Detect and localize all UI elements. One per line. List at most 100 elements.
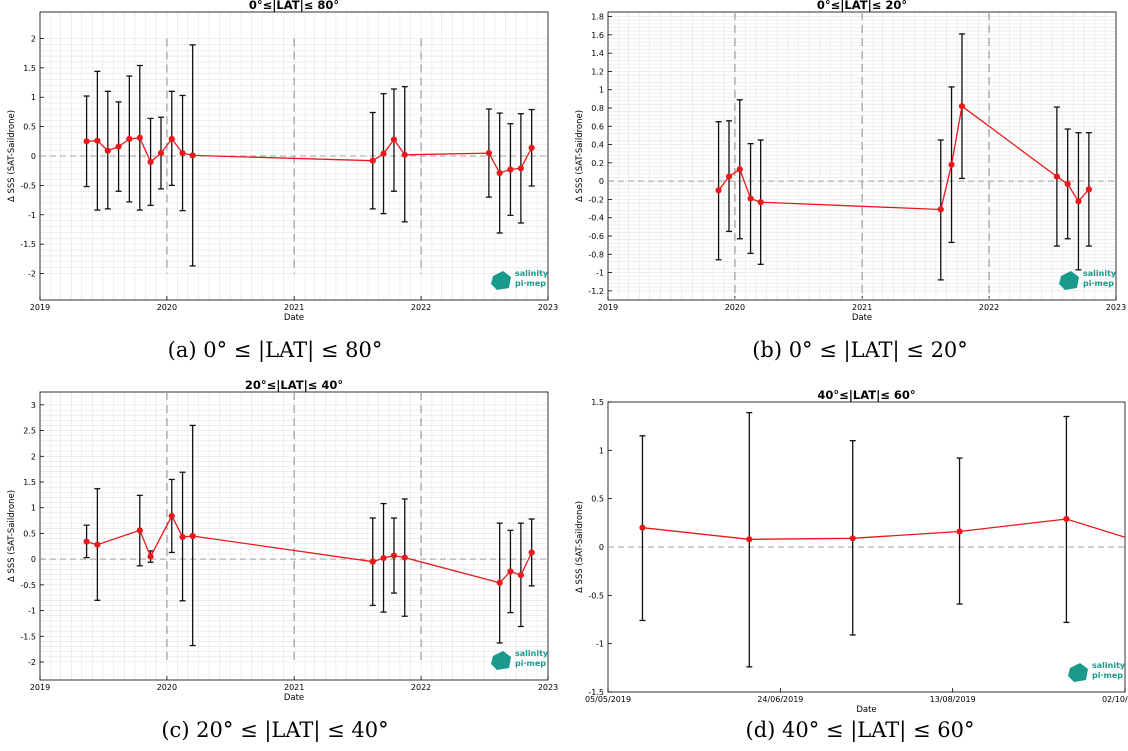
data-point <box>937 206 944 213</box>
y-tick-label: -0.4 <box>588 214 604 223</box>
x-tick-label: 2022 <box>979 303 999 312</box>
y-tick-label: 0.2 <box>591 159 604 168</box>
y-axis-label: Δ SSS (SAT-Saildrone) <box>7 110 17 202</box>
x-tick-label: 2022 <box>411 303 431 312</box>
data-point <box>83 138 90 145</box>
data-point <box>725 173 733 180</box>
y-tick-label: -0.2 <box>588 195 604 204</box>
y-tick-label: 1.5 <box>23 64 36 73</box>
logo-text-line2: pi·mep <box>515 659 546 668</box>
logo-text-line2: pi·mep <box>515 279 546 288</box>
data-point <box>507 166 514 173</box>
y-tick-label: -0.5 <box>588 591 604 600</box>
data-point <box>126 135 133 143</box>
data-point <box>747 195 754 202</box>
logo-icon <box>491 271 511 290</box>
y-tick-label: 1.2 <box>591 67 604 76</box>
y-tick-label: 1.5 <box>591 398 604 407</box>
x-tick-label: 05/05/2019 <box>585 695 631 704</box>
x-tick-label: 2023 <box>538 303 558 312</box>
data-point <box>517 165 524 172</box>
data-point <box>136 527 143 534</box>
data-point <box>401 151 408 158</box>
x-tick-label: 2019 <box>598 303 618 312</box>
chart-panel-b: 0°≤|LAT|≤ 20° -1.2 -1 -0.8 -0.6 -0.4 -0.2 0 0.2 0… <box>568 0 1128 330</box>
y-tick-label: 1.8 <box>591 13 604 22</box>
y-tick-label: 0.5 <box>23 529 36 538</box>
series-line <box>642 518 1126 540</box>
y-tick-label: -0.8 <box>588 250 604 259</box>
x-axis-label: Date <box>284 313 304 323</box>
y-tick-label: 0.6 <box>591 122 604 131</box>
data-point <box>507 568 514 575</box>
data-point <box>189 532 196 540</box>
y-tick-label: 3 <box>31 401 36 410</box>
y-tick-label: 2 <box>31 452 36 461</box>
y-tick-label: 1.6 <box>591 31 604 40</box>
x-tick-label: 2023 <box>1106 303 1126 312</box>
y-tick-label: 0 <box>599 543 604 552</box>
data-point <box>147 553 154 560</box>
data-point <box>496 169 503 177</box>
logo-text-line2: pi·mep <box>1092 671 1123 680</box>
y-tick-label: -1.2 <box>588 287 604 296</box>
logo-icon <box>1068 663 1088 682</box>
y-tick-label: 0 <box>31 555 36 564</box>
data-point <box>1064 180 1071 187</box>
x-tick-label: 2021 <box>284 303 304 312</box>
y-tick-label: 1.5 <box>23 478 36 487</box>
data-point <box>147 158 154 165</box>
data-point <box>401 554 408 561</box>
chart-title: 20°≤|LAT|≤ 40° <box>245 378 343 392</box>
data-point <box>1075 198 1082 205</box>
logo-text-line1: salinity <box>515 649 549 658</box>
logo-text-line2: pi·mep <box>1083 279 1114 288</box>
data-point <box>849 535 856 542</box>
y-tick-label: 0.8 <box>591 104 604 113</box>
caption-b: (b) 0° ≤ |LAT| ≤ 20° <box>752 338 968 362</box>
x-tick-label: 24/06/2019 <box>757 695 803 704</box>
y-tick-label: -1 <box>596 269 604 278</box>
chart-panel-a: 0°≤|LAT|≤ 80° -2 -1.5 -1 -0.5 0 0.5 1 1.5 2 2019 20… <box>0 0 560 323</box>
data-point <box>1053 173 1060 180</box>
y-tick-label: 2 <box>31 34 36 43</box>
y-tick-label: 2.5 <box>23 427 36 436</box>
data-point <box>94 137 101 144</box>
chart-title: 40°≤|LAT|≤ 60° <box>817 388 915 402</box>
data-point <box>736 166 743 173</box>
y-tick-label: 0 <box>599 177 604 186</box>
y-tick-label: 1.4 <box>591 49 604 58</box>
data-point <box>517 571 524 579</box>
x-tick-label: 2023 <box>538 683 558 692</box>
y-tick-label: -1.5 <box>20 632 36 641</box>
data-point <box>956 528 963 535</box>
y-tick-label: -2 <box>28 270 36 279</box>
data-point <box>496 579 503 586</box>
y-tick-label: -2 <box>28 658 36 667</box>
data-point <box>179 533 186 541</box>
data-point <box>168 512 175 520</box>
logo-icon <box>1059 271 1079 290</box>
y-tick-label: -0.5 <box>20 181 36 190</box>
logo-text-line1: salinity <box>1092 661 1126 670</box>
y-tick-label: 1 <box>599 446 604 455</box>
y-tick-label: -1 <box>596 640 604 649</box>
y-tick-label: 0 <box>31 152 36 161</box>
y-tick-label: 1 <box>599 86 604 95</box>
data-point <box>168 135 175 143</box>
x-tick-label: 13/08/2019 <box>930 695 976 704</box>
chart-title: 0°≤|LAT|≤ 20° <box>817 0 907 12</box>
caption-a: (a) 0° ≤ |LAT| ≤ 80° <box>167 338 383 362</box>
y-tick-label: 0.5 <box>23 123 36 132</box>
y-tick-label: -1.5 <box>588 688 604 697</box>
data-point <box>390 136 398 143</box>
data-point <box>757 199 764 206</box>
y-tick-label: 1 <box>31 93 36 102</box>
data-point <box>104 147 111 154</box>
data-point <box>189 152 196 159</box>
logo-icon <box>491 651 511 670</box>
x-tick-label: 2019 <box>30 303 50 312</box>
y-axis-label: Δ SSS (SAT-Saildrone) <box>575 501 585 593</box>
chart-c: 20°≤|LAT|≤ 40° -2 -1.5 -1 -0.5 0 0.5 1 1.5 2 2.5 3 2… <box>7 378 558 703</box>
